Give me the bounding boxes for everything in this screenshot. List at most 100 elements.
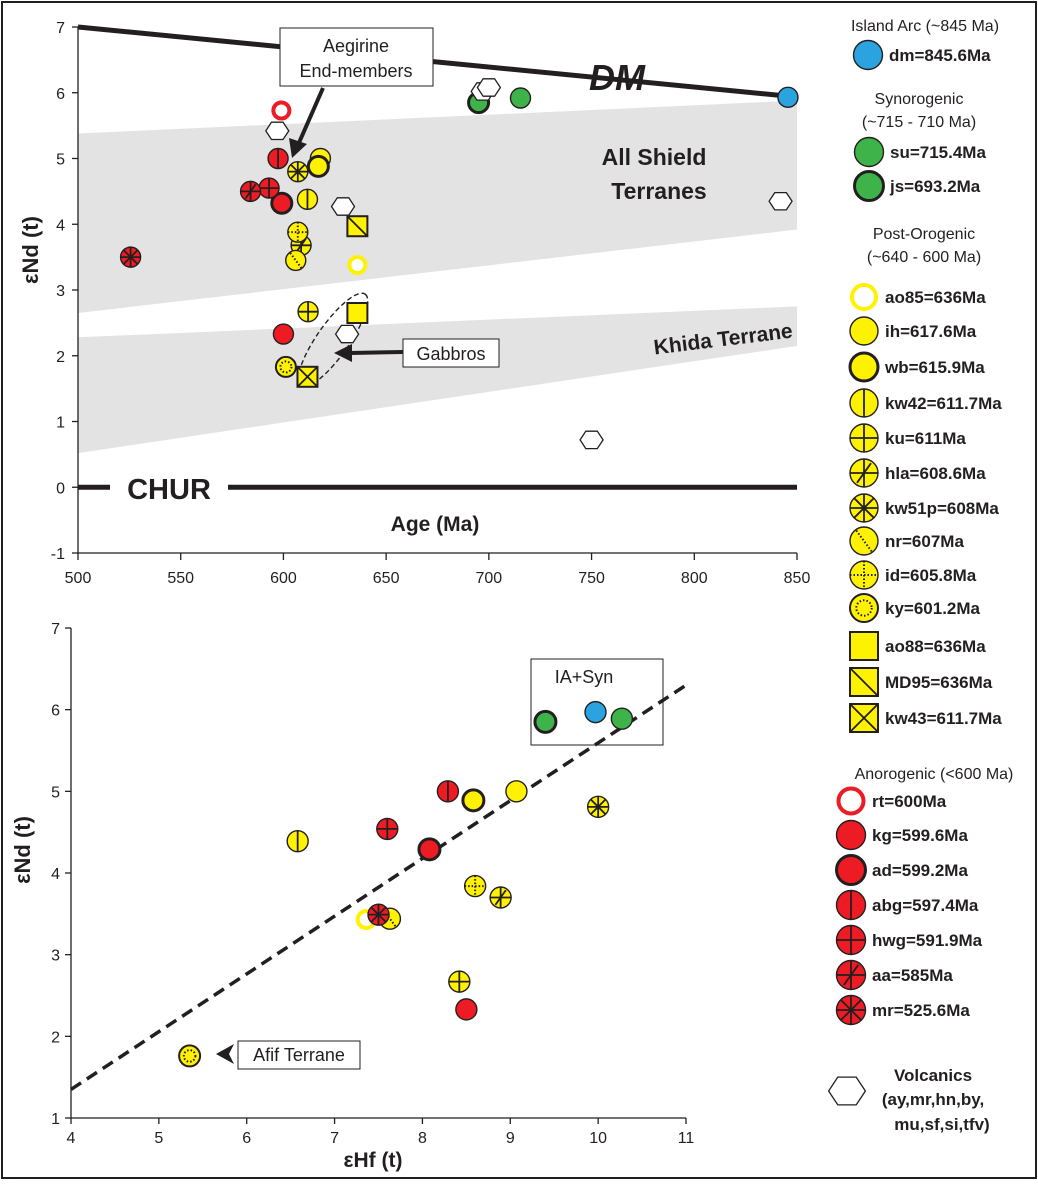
terrane-fields bbox=[78, 100, 797, 454]
bottom-y-tick-label: 2 bbox=[51, 1029, 60, 1046]
legend-marker-hwg bbox=[835, 924, 867, 956]
bottom-x-tick-label: 7 bbox=[330, 1130, 339, 1147]
point-wb bbox=[306, 154, 330, 178]
point-ad bbox=[270, 191, 294, 215]
legend-marker-dm-shape bbox=[852, 39, 884, 71]
legend-marker-kg bbox=[835, 819, 867, 851]
point-volcanics-shape bbox=[334, 324, 360, 344]
point-ky-mark bbox=[182, 1049, 197, 1063]
legend-marker-mr-mark bbox=[840, 999, 862, 1021]
top-x-tick-label: 800 bbox=[681, 570, 708, 587]
legend-marker-ao85 bbox=[850, 283, 878, 311]
legend-marker-js-shape bbox=[853, 170, 885, 202]
point-volcanics bbox=[265, 121, 290, 141]
legend-label-abg: abg=597.4Ma bbox=[872, 896, 979, 915]
point-kg-shape bbox=[455, 998, 478, 1021]
legend-marker-rt-shape bbox=[836, 786, 866, 816]
point-ao85 bbox=[347, 255, 368, 276]
legend-marker-js bbox=[853, 170, 885, 202]
point-ad bbox=[417, 837, 442, 862]
point-mr-mark bbox=[370, 906, 387, 923]
legend-group-post-orogenic-title-2: (~640 - 600 Ma) bbox=[867, 249, 981, 266]
legend-group-synorogenic-title-2: (~715 - 710 Ma) bbox=[862, 114, 976, 131]
point-kw51p-mark bbox=[590, 798, 607, 815]
point-ky bbox=[178, 1044, 202, 1068]
point-js-shape bbox=[533, 709, 558, 734]
bottom-y-tick-label: 6 bbox=[51, 703, 60, 720]
point-kw42 bbox=[296, 188, 319, 210]
legend-marker-hla bbox=[849, 458, 879, 488]
legend-marker-ao88 bbox=[849, 631, 879, 661]
dm-line-label: DM bbox=[589, 57, 646, 98]
point-nr bbox=[285, 249, 307, 272]
legend-marker-nr-mark bbox=[855, 529, 873, 553]
legend-marker-ky-shape bbox=[849, 593, 879, 623]
legend-marker-abg bbox=[835, 889, 867, 921]
bottom-y-tick-label: 5 bbox=[51, 784, 60, 801]
point-abg bbox=[267, 147, 289, 170]
aegirine-arrowhead bbox=[289, 138, 307, 158]
age-vs-end-chart: 500 550 600 650 700 750 800 850 -1 0 1 2 3 4 5 6 7 DM CH… bbox=[18, 20, 810, 587]
point-kw51p bbox=[287, 160, 309, 183]
top-y-tick-label: 4 bbox=[56, 217, 65, 234]
ia-syn-label: IA+Syn bbox=[555, 667, 614, 687]
bottom-x-axis-title: εHf (t) bbox=[344, 1149, 403, 1172]
legend-group-synorogenic-title-1: Synorogenic bbox=[875, 91, 964, 108]
point-md95 bbox=[346, 215, 369, 238]
ia-syn-box bbox=[530, 658, 664, 746]
legend-marker-su bbox=[853, 136, 885, 168]
legend-label-ky: ky=601.2Ma bbox=[885, 599, 981, 618]
top-axes: 500 550 600 650 700 750 800 850 -1 0 1 2 3 4 5 6 7 bbox=[51, 20, 811, 587]
point-ih bbox=[505, 780, 528, 803]
legend-marker-nr bbox=[849, 526, 879, 556]
legend-label-wb: wb=615.9Ma bbox=[884, 358, 985, 377]
top-x-axis-title: Age (Ma) bbox=[391, 513, 480, 536]
point-id bbox=[463, 874, 487, 898]
top-y-tick-label: 0 bbox=[56, 480, 65, 497]
point-ky bbox=[274, 355, 297, 378]
legend-label-ao85: ao85=636Ma bbox=[885, 288, 986, 307]
legend-group-anorogenic-title: Anorogenic (<600 Ma) bbox=[855, 766, 1014, 783]
afif-box bbox=[237, 1040, 361, 1070]
point-hla-mark bbox=[494, 889, 507, 906]
legend-marker-wb-shape bbox=[848, 351, 880, 383]
legend-label-id: id=605.8Ma bbox=[885, 566, 977, 585]
trend-line-path bbox=[70, 683, 687, 1091]
point-ky-shape bbox=[274, 355, 297, 378]
legend-label-ku: ku=611Ma bbox=[885, 429, 966, 448]
point-volcanics bbox=[579, 430, 604, 450]
legend-label-ih: ih=617.6Ma bbox=[885, 322, 977, 341]
bottom-y-tick-label: 4 bbox=[51, 866, 60, 883]
legend-group-post-orogenic-title-1: Post-Orogenic bbox=[873, 226, 975, 243]
point-kw43 bbox=[296, 365, 319, 388]
top-y-tick-label: 2 bbox=[56, 349, 65, 366]
point-mr bbox=[119, 246, 142, 268]
point-js bbox=[533, 709, 558, 734]
point-ad-shape bbox=[417, 837, 442, 862]
annotation-lines bbox=[289, 87, 404, 388]
point-ku bbox=[448, 970, 471, 993]
point-wb-shape bbox=[461, 788, 486, 813]
point-su bbox=[509, 87, 532, 109]
legend-marker-kw51p bbox=[849, 493, 879, 523]
point-ku bbox=[297, 300, 319, 323]
bottom-x-tick-label: 11 bbox=[678, 1130, 695, 1147]
top-x-tick-label: 600 bbox=[270, 570, 297, 587]
legend-marker-wb bbox=[848, 351, 880, 383]
point-volcanics bbox=[476, 78, 502, 97]
legend-marker-kw51p-mark bbox=[853, 497, 875, 519]
bottom-x-tick-label: 6 bbox=[242, 1130, 251, 1147]
legend-label-kw42: kw42=611.7Ma bbox=[885, 394, 1002, 413]
point-rt bbox=[271, 100, 292, 121]
legend-volcanics-line3: mu,sf,si,tfv) bbox=[894, 1115, 989, 1134]
legend-marker-ad-shape bbox=[835, 854, 867, 886]
field-0 bbox=[78, 100, 797, 313]
legend-marker-su-shape bbox=[853, 136, 885, 168]
top-y-tick-label: -1 bbox=[51, 546, 65, 563]
bottom-y-tick-label: 3 bbox=[51, 948, 60, 965]
legend-marker-ky bbox=[849, 593, 879, 623]
point-aa bbox=[239, 180, 262, 203]
bottom-data-points bbox=[178, 700, 634, 1068]
bottom-y-axis-title: εNd (t) bbox=[10, 816, 35, 884]
